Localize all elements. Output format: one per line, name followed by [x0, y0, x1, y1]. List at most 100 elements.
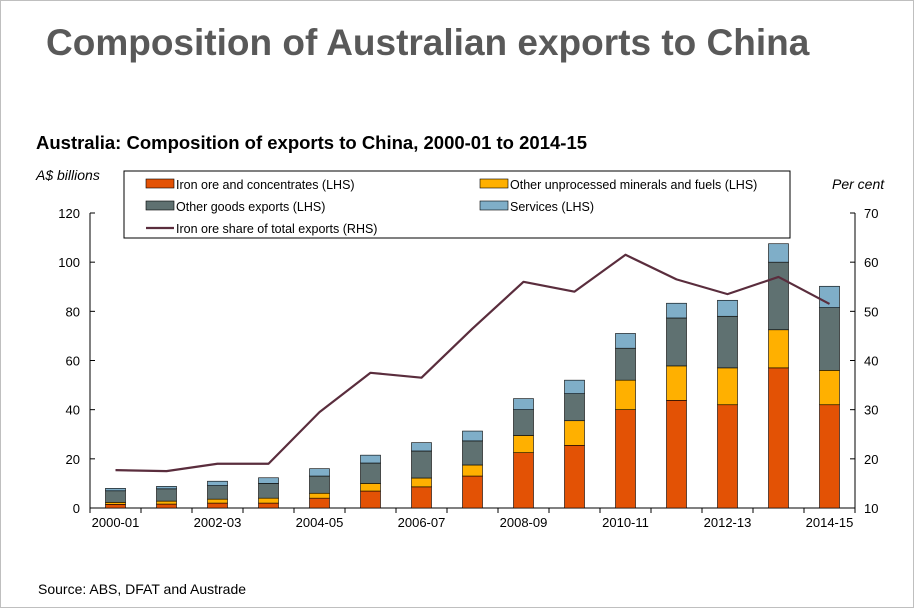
bar-segment-3	[819, 307, 840, 371]
bar-segment-4	[360, 454, 381, 464]
x-tick-label: 2012-13	[704, 515, 752, 530]
y-left-tick-label: 40	[66, 403, 80, 418]
bar-segment-4	[768, 243, 789, 263]
y-right-tick-label: 60	[864, 255, 878, 270]
bar-segment-4	[258, 477, 279, 484]
bar-segment-1	[258, 502, 279, 509]
bar-segment-3	[207, 485, 228, 500]
x-tick-label: 2000-01	[92, 515, 140, 530]
bar-segment-2	[768, 329, 789, 369]
bar-segment-4	[666, 302, 687, 319]
bar-segment-3	[717, 315, 738, 369]
bar-segment-3	[513, 409, 534, 436]
legend-label: Other goods exports (LHS)	[176, 200, 325, 214]
y-axis-left-label: A$ billions	[35, 167, 100, 183]
bar-segment-3	[411, 450, 432, 479]
bar-segment-2	[462, 464, 483, 477]
bar-segment-1	[309, 497, 330, 509]
bar-segment-2	[207, 498, 228, 504]
bar-segment-1	[462, 475, 483, 509]
line-layer	[115, 253, 831, 473]
legend-swatch-1	[145, 178, 175, 189]
x-tick-label: 2006-07	[398, 515, 446, 530]
bar-segment-1	[819, 404, 840, 509]
bar-segment-4	[819, 285, 840, 308]
bar-segment-1	[564, 445, 585, 509]
y-right-tick-label: 30	[864, 403, 878, 418]
bar-segment-4	[513, 398, 534, 410]
bar-segment-1	[615, 409, 636, 509]
legend-swatch-2	[479, 178, 509, 189]
bars-layer	[105, 243, 840, 509]
bar-segment-2	[564, 420, 585, 446]
bar-segment-2	[819, 370, 840, 406]
bar-segment-4	[462, 430, 483, 442]
bar-segment-3	[309, 475, 330, 494]
bar-segment-4	[105, 488, 126, 492]
bar-segment-3	[105, 490, 126, 503]
bar-segment-4	[717, 299, 738, 317]
bar-segment-4	[564, 379, 585, 394]
y-right-tick-label: 10	[864, 501, 878, 516]
y-right-tick-label: 70	[864, 206, 878, 221]
bar-segment-1	[360, 490, 381, 509]
legend-swatch-3	[145, 200, 175, 211]
iron-ore-share-line	[115, 253, 831, 473]
bar-segment-1	[411, 486, 432, 509]
axes-layer: 0 20 40 60 80 100 120 10 20 30 40 50 60 70 2000-01 2002…	[58, 206, 878, 530]
bar-segment-3	[156, 488, 177, 502]
y-left-tick-label: 80	[66, 304, 80, 319]
y-axis-right-label: Per cent	[832, 176, 885, 192]
bar-segment-3	[768, 261, 789, 331]
bar-segment-2	[360, 483, 381, 492]
bar-segment-3	[462, 440, 483, 466]
bar-segment-1	[207, 502, 228, 509]
y-left-tick-label: 100	[58, 255, 80, 270]
bar-segment-1	[717, 404, 738, 509]
bar-segment-3	[564, 393, 585, 422]
bar-segment-2	[615, 379, 636, 410]
bar-segment-3	[666, 317, 687, 367]
x-tick-label: 2004-05	[296, 515, 344, 530]
bar-segment-2	[258, 497, 279, 504]
bar-segment-4	[615, 333, 636, 349]
y-left-tick-label: 20	[66, 452, 80, 467]
x-tick-label: 2002-03	[194, 515, 242, 530]
y-left-tick-label: 60	[66, 354, 80, 369]
legend: Iron ore and concentrates (LHS) Other unp…	[123, 170, 791, 239]
bar-segment-4	[309, 468, 330, 477]
bar-segment-1	[768, 367, 789, 509]
bar-segment-2	[309, 492, 330, 499]
bar-segment-1	[105, 504, 126, 509]
bar-segment-2	[513, 435, 534, 453]
chart-title: Australia: Composition of exports to Chi…	[36, 132, 588, 153]
y-right-tick-label: 50	[864, 304, 878, 319]
y-left-tick-label: 120	[58, 206, 80, 221]
bar-segment-1	[666, 400, 687, 509]
slide-title: Composition of Australian exports to Chi…	[46, 22, 810, 63]
source-note: Source: ABS, DFAT and Austrade	[38, 581, 247, 597]
bar-segment-1	[513, 452, 534, 509]
legend-label: Iron ore and concentrates (LHS)	[176, 178, 355, 192]
bar-segment-3	[360, 462, 381, 484]
legend-label: Iron ore share of total exports (RHS)	[176, 222, 377, 236]
bar-segment-2	[411, 477, 432, 488]
y-left-tick-label: 0	[73, 501, 80, 516]
bar-segment-4	[411, 442, 432, 452]
legend-label: Other unprocessed minerals and fuels (LH…	[510, 178, 757, 192]
bar-segment-2	[156, 500, 177, 505]
y-right-tick-label: 20	[864, 452, 878, 467]
x-tick-label: 2008-09	[500, 515, 548, 530]
bar-segment-2	[666, 365, 687, 401]
bar-segment-1	[156, 503, 177, 509]
legend-label: Services (LHS)	[510, 200, 594, 214]
bar-segment-3	[615, 347, 636, 381]
bar-segment-2	[717, 367, 738, 406]
bar-segment-4	[156, 486, 177, 490]
bar-segment-4	[207, 480, 228, 486]
legend-box	[123, 170, 791, 239]
y-right-tick-label: 40	[864, 354, 878, 369]
bar-segment-3	[258, 483, 279, 499]
x-tick-label: 2014-15	[806, 515, 854, 530]
